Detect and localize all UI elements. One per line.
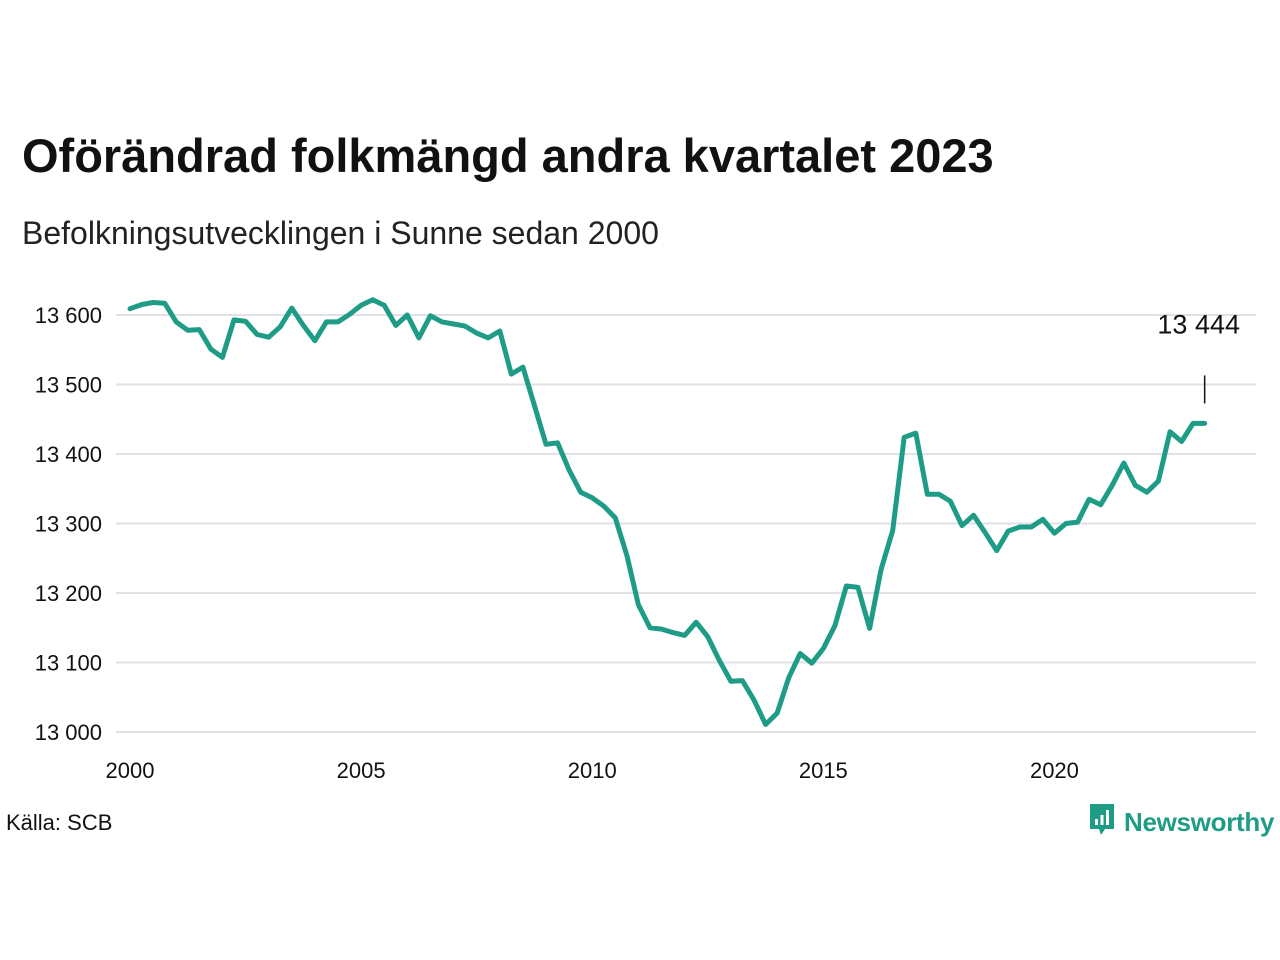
y-tick-label: 13 600 bbox=[35, 303, 102, 328]
chart-subtitle: Befolkningsutvecklingen i Sunne sedan 20… bbox=[22, 215, 659, 251]
x-tick-label: 2020 bbox=[1030, 758, 1079, 783]
series-layer bbox=[127, 297, 1208, 727]
x-tick-label: 2015 bbox=[799, 758, 848, 783]
x-tick-label: 2010 bbox=[568, 758, 617, 783]
y-tick-label: 13 200 bbox=[35, 581, 102, 606]
brand-name: Newsworthy bbox=[1124, 807, 1275, 837]
annotation-label: 13 444 bbox=[1157, 309, 1240, 339]
newsworthy-logo-icon bbox=[1088, 803, 1116, 842]
y-tick-label: 13 300 bbox=[35, 512, 102, 537]
chart-title: Oförändrad folkmängd andra kvartalet 202… bbox=[22, 129, 994, 182]
series-line bbox=[127, 297, 1208, 727]
line-chart: 13 000 13 100 13 200 13 300 13 400 13 500 13 6… bbox=[35, 297, 1256, 783]
source-note: Källa: SCB bbox=[6, 810, 113, 835]
brand-logo[interactable]: Newsworthy bbox=[1088, 803, 1274, 842]
y-tick-label: 13 400 bbox=[35, 442, 102, 467]
x-tick-label: 2005 bbox=[337, 758, 386, 783]
y-axis-ticks: 13 000 13 100 13 200 13 300 13 400 13 500 13 6… bbox=[35, 303, 102, 745]
x-axis-ticks: 2000 2005 2010 2015 2020 bbox=[106, 758, 1079, 783]
annotation-layer: 13 444 bbox=[1157, 309, 1240, 404]
y-tick-label: 13 000 bbox=[35, 720, 102, 745]
y-tick-label: 13 500 bbox=[35, 373, 102, 398]
grid-lines bbox=[116, 314, 1256, 733]
y-tick-label: 13 100 bbox=[35, 651, 102, 676]
x-tick-label: 2000 bbox=[106, 758, 155, 783]
